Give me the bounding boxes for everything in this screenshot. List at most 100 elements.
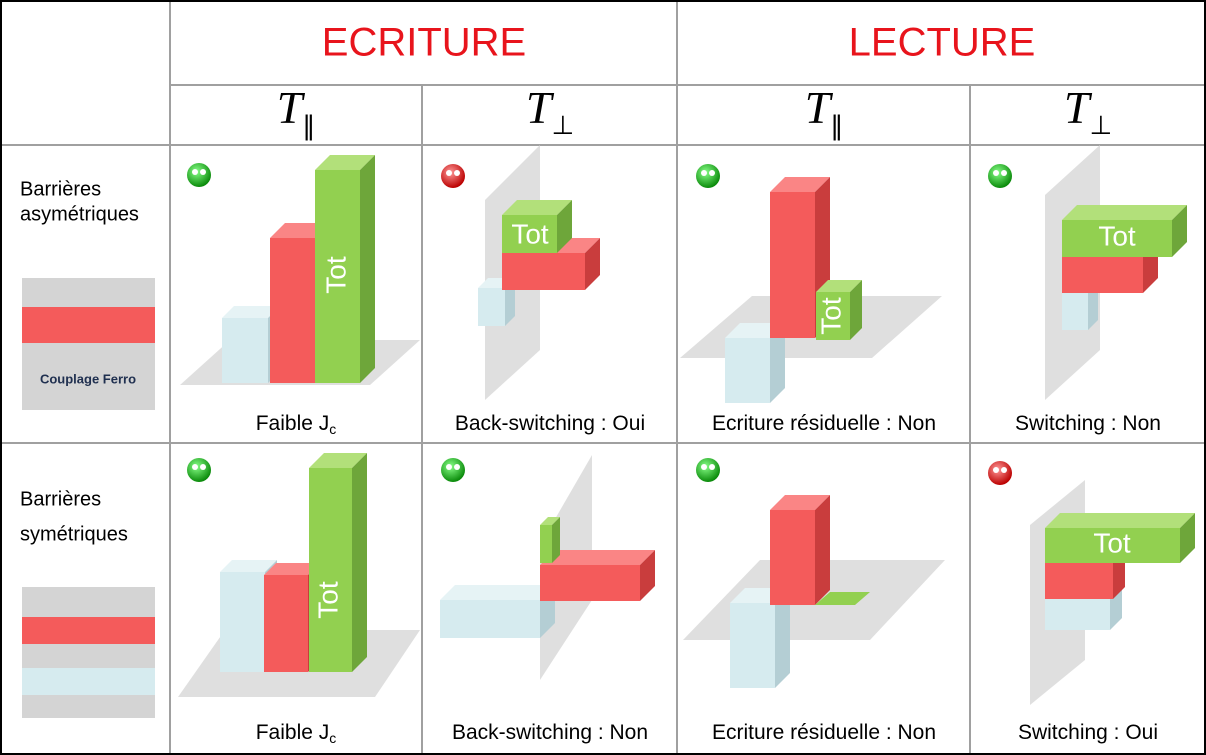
layer-stack bbox=[22, 587, 155, 718]
box-side bbox=[1088, 282, 1098, 330]
status-icon bbox=[988, 461, 1012, 485]
row-label: Barrières bbox=[20, 178, 101, 200]
cell-caption: Ecriture résiduelle : Non bbox=[712, 412, 936, 435]
box-front bbox=[222, 318, 268, 383]
box-front bbox=[1045, 562, 1113, 599]
icon-eye bbox=[446, 464, 452, 470]
box-front bbox=[315, 170, 360, 383]
box-front bbox=[309, 468, 352, 672]
status-icon bbox=[441, 458, 465, 482]
cell-caption: Back-switching : Oui bbox=[455, 412, 645, 435]
box-front bbox=[270, 238, 315, 383]
illustrations bbox=[178, 145, 1195, 705]
box-top bbox=[540, 517, 560, 525]
icon-eye bbox=[200, 464, 206, 470]
caption-subscript: c bbox=[329, 421, 336, 437]
caption-subscript: c bbox=[329, 730, 336, 746]
status-icon bbox=[187, 163, 211, 187]
box-top bbox=[315, 155, 375, 170]
subscript: ‖ bbox=[830, 111, 843, 141]
box-front bbox=[264, 575, 308, 672]
box-top bbox=[309, 453, 367, 468]
box-top bbox=[220, 560, 277, 572]
box-top bbox=[1062, 205, 1187, 220]
bar-label: Tot bbox=[1098, 220, 1136, 251]
status-icon bbox=[187, 458, 211, 482]
cell-caption: Back-switching : Non bbox=[452, 721, 648, 744]
box-side bbox=[360, 155, 375, 383]
cell-caption: Switching : Oui bbox=[1018, 721, 1158, 744]
symbol: T bbox=[805, 82, 834, 133]
box-front bbox=[770, 192, 815, 338]
box-top bbox=[770, 495, 830, 510]
stack-label: Couplage Ferro bbox=[40, 371, 136, 386]
cell-caption: Faible Jc bbox=[256, 412, 337, 437]
box-side bbox=[557, 200, 572, 253]
symbol: T bbox=[277, 82, 306, 133]
box-front bbox=[502, 253, 585, 290]
box-front bbox=[478, 288, 505, 326]
row-label: symétriques bbox=[20, 523, 128, 545]
subscript: ⊥ bbox=[1089, 111, 1112, 141]
box-front bbox=[540, 565, 640, 601]
caption-text: Faible J bbox=[256, 412, 330, 435]
flat-green bbox=[815, 592, 870, 605]
group-header: LECTURE bbox=[849, 21, 1036, 65]
box-side bbox=[352, 453, 367, 672]
icon-eye bbox=[1001, 170, 1007, 176]
box-front bbox=[1062, 220, 1172, 257]
box-front bbox=[540, 525, 552, 563]
box-top bbox=[222, 306, 280, 318]
caption-text: Faible J bbox=[256, 721, 330, 744]
status-icon bbox=[441, 164, 465, 188]
caption-text: Back-switching : Oui bbox=[455, 412, 645, 435]
symbol: T bbox=[526, 82, 555, 133]
icon-eye bbox=[701, 170, 707, 176]
box-front bbox=[730, 603, 775, 688]
row-label: asymétriques bbox=[20, 203, 139, 225]
bar-label: Tot bbox=[320, 256, 351, 294]
bar-label: Tot bbox=[312, 581, 343, 619]
icon-eye bbox=[192, 169, 198, 175]
box-side bbox=[815, 495, 830, 605]
status-icon bbox=[696, 458, 720, 482]
bar-label: Tot bbox=[815, 297, 846, 335]
icon-eye bbox=[993, 467, 999, 473]
subscript: ‖ bbox=[302, 111, 315, 141]
box-front bbox=[816, 292, 850, 340]
box-side bbox=[775, 588, 790, 688]
bar-label: Tot bbox=[511, 218, 549, 249]
box-side bbox=[1180, 513, 1195, 563]
box-front bbox=[1062, 292, 1088, 330]
box-top bbox=[770, 177, 830, 192]
box-top bbox=[502, 200, 572, 215]
caption-text: Switching : Non bbox=[1015, 412, 1161, 435]
column-header: T‖ bbox=[805, 82, 844, 141]
box-front bbox=[220, 572, 265, 672]
subscript: ⊥ bbox=[551, 111, 574, 141]
column-header: T⊥ bbox=[1064, 82, 1112, 141]
box-front bbox=[725, 338, 770, 403]
icon-eye bbox=[454, 464, 460, 470]
box-top bbox=[1045, 513, 1195, 528]
column-header: T⊥ bbox=[526, 82, 574, 141]
box-front bbox=[1045, 528, 1180, 563]
column-header: T‖ bbox=[277, 82, 316, 141]
symbol: T bbox=[1064, 82, 1093, 133]
box-top bbox=[816, 280, 862, 292]
icon-eye bbox=[993, 170, 999, 176]
box-side bbox=[640, 550, 655, 601]
layer-blue bbox=[22, 668, 155, 695]
icon-eye bbox=[200, 169, 206, 175]
box-top bbox=[264, 563, 320, 575]
icon-eye bbox=[709, 464, 715, 470]
box-top bbox=[440, 585, 555, 600]
box-side bbox=[585, 238, 600, 290]
box-side bbox=[770, 323, 785, 403]
icon-eye bbox=[701, 464, 707, 470]
icon-eye bbox=[454, 170, 460, 176]
box-front bbox=[1045, 598, 1110, 630]
